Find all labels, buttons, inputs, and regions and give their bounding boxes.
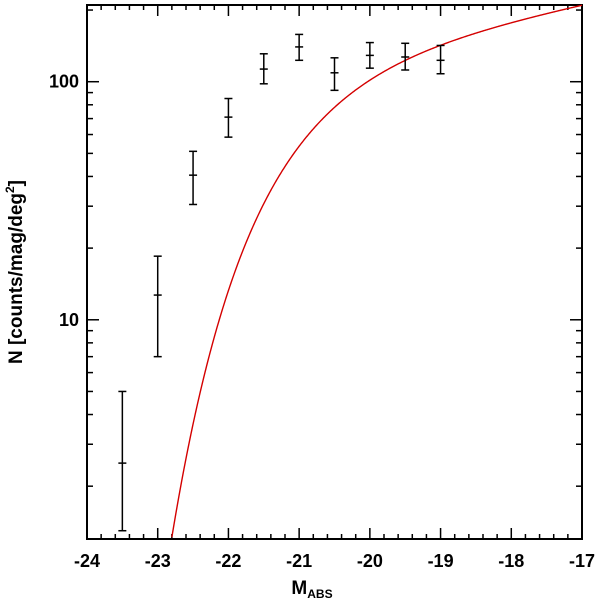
x-tick-label: -18 bbox=[498, 551, 524, 571]
y-tick-label: 100 bbox=[49, 72, 79, 92]
data-point bbox=[189, 150, 198, 206]
data-point bbox=[330, 57, 339, 92]
data-point bbox=[259, 53, 268, 85]
data-point bbox=[365, 41, 374, 69]
x-tick-label: -20 bbox=[357, 551, 383, 571]
x-tick-labels: -24 -23 -22 -21 -20 -19 -18 -17 bbox=[74, 551, 595, 571]
data-point bbox=[224, 97, 233, 138]
x-tick-label: -21 bbox=[286, 551, 312, 571]
data-point bbox=[295, 33, 304, 62]
y-axis-label-main: N [counts/mag/deg bbox=[6, 193, 27, 364]
y-axis-label-superscript: 2 bbox=[3, 186, 17, 193]
data-point bbox=[436, 44, 445, 75]
x-minor-ticks bbox=[100, 5, 569, 539]
fit-curve bbox=[171, 4, 583, 538]
x-tick-label: -24 bbox=[74, 551, 100, 571]
x-tick-label: -19 bbox=[428, 551, 454, 571]
x-axis-label-subscript: ABS bbox=[307, 587, 332, 600]
y-minor-ticks bbox=[87, 9, 582, 487]
x-major-ticks bbox=[86, 5, 583, 539]
y-axis-label-end: ] bbox=[6, 180, 27, 186]
data-point bbox=[153, 255, 162, 358]
fit-curve-layer bbox=[171, 4, 583, 538]
y-tick-label: 10 bbox=[59, 310, 79, 330]
x-axis-label: MABS bbox=[291, 578, 332, 600]
y-major-ticks bbox=[87, 80, 582, 321]
data-point bbox=[401, 42, 410, 71]
data-point bbox=[118, 390, 127, 532]
x-tick-label: -17 bbox=[569, 551, 595, 571]
plot-frame bbox=[86, 4, 583, 540]
data-points-layer bbox=[118, 33, 445, 532]
x-tick-label: -22 bbox=[215, 551, 241, 571]
y-axis-label: N [counts/mag/deg2] bbox=[3, 180, 27, 364]
y-tick-labels: 10 100 bbox=[49, 72, 79, 330]
x-tick-label: -23 bbox=[145, 551, 171, 571]
x-axis-label-main: M bbox=[291, 578, 307, 599]
